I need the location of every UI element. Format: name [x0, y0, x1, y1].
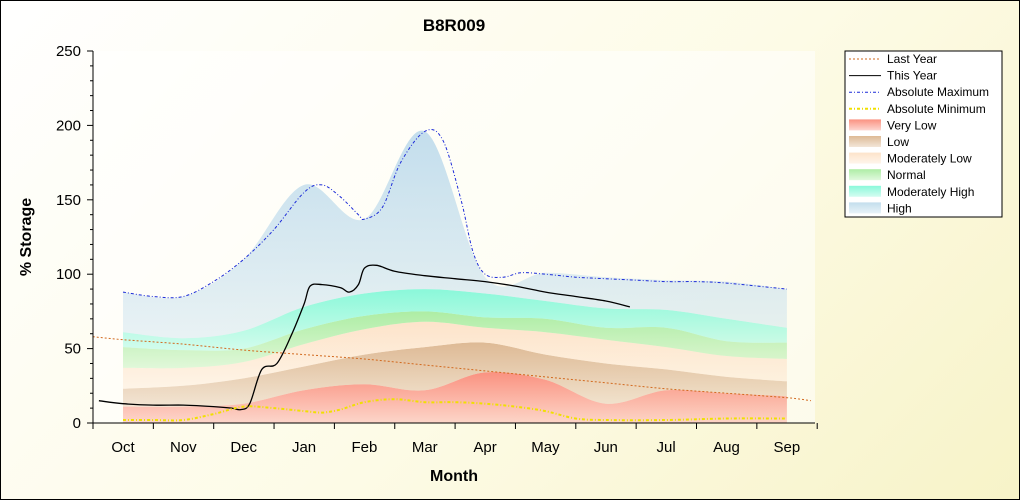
x-tick-label-oct: Oct	[111, 439, 135, 456]
legend-item-moderately-high: Moderately High	[849, 185, 974, 199]
x-tick-label-nov: Nov	[170, 439, 197, 456]
legend-swatch	[849, 185, 881, 197]
band-low	[123, 342, 787, 407]
legend-item-normal: Normal	[849, 168, 926, 182]
legend-label: Moderately High	[887, 185, 974, 199]
y-tick-label: 200	[56, 117, 81, 134]
legend-label: Absolute Maximum	[887, 85, 989, 99]
legend-swatch	[849, 202, 881, 214]
legend-label: Last Year	[887, 52, 937, 66]
y-tick-label: 100	[56, 266, 81, 283]
y-tick-label: 250	[56, 43, 81, 60]
band-very-low	[123, 371, 787, 423]
band-high	[123, 130, 787, 339]
x-tick-label-mar: Mar	[412, 439, 438, 456]
legend-swatch	[849, 152, 881, 164]
band-normal	[123, 311, 787, 369]
legend-label: Moderately Low	[887, 152, 972, 166]
series-this-year	[98, 264, 631, 411]
y-tick-label: 150	[56, 192, 81, 209]
legend-item-last-year: Last Year	[849, 52, 937, 66]
x-tick-label-dec: Dec	[230, 439, 257, 456]
y-tick-label: 50	[64, 341, 81, 358]
x-tick-label-jan: Jan	[292, 439, 316, 456]
x-tick-label-apr: Apr	[473, 439, 496, 456]
legend: Last Year This Year Absolute Maximum Absolu…	[844, 50, 1003, 218]
band-moderately-low	[123, 321, 787, 389]
legend-label: This Year	[887, 69, 937, 83]
legend-label: Low	[887, 135, 909, 149]
y-axis-title: % Storage	[18, 198, 35, 276]
x-axis-title: Month	[430, 468, 478, 485]
legend-swatch	[849, 119, 881, 131]
x-tick-label-jul: Jul	[657, 439, 676, 456]
series-absolute-maximum	[122, 129, 787, 299]
legend-label: Absolute Minimum	[887, 102, 986, 116]
legend-swatch	[849, 136, 881, 147]
x-tick-label-aug: Aug	[713, 439, 740, 456]
legend-label: High	[887, 201, 912, 215]
legend-label: Very Low	[887, 118, 937, 132]
chart-title: B8R009	[423, 16, 485, 35]
legend-item-absolute-minimum: Absolute Minimum	[849, 102, 986, 116]
legend-item-moderately-low: Moderately Low	[849, 152, 972, 166]
legend-item-this-year: This Year	[849, 69, 937, 83]
x-tick-label-may: May	[531, 439, 560, 456]
legend-item-high: High	[849, 201, 912, 215]
x-tick-label-jun: Jun	[594, 439, 618, 456]
x-tick-label-sep: Sep	[773, 439, 800, 456]
x-tick-label-feb: Feb	[351, 439, 377, 456]
legend-label: Normal	[887, 168, 926, 182]
legend-item-low: Low	[849, 135, 909, 149]
y-tick-label: 0	[73, 415, 81, 432]
legend-item-very-low: Very Low	[849, 118, 937, 132]
legend-swatch	[849, 169, 881, 181]
legend-item-absolute-maximum: Absolute Maximum	[849, 85, 989, 99]
